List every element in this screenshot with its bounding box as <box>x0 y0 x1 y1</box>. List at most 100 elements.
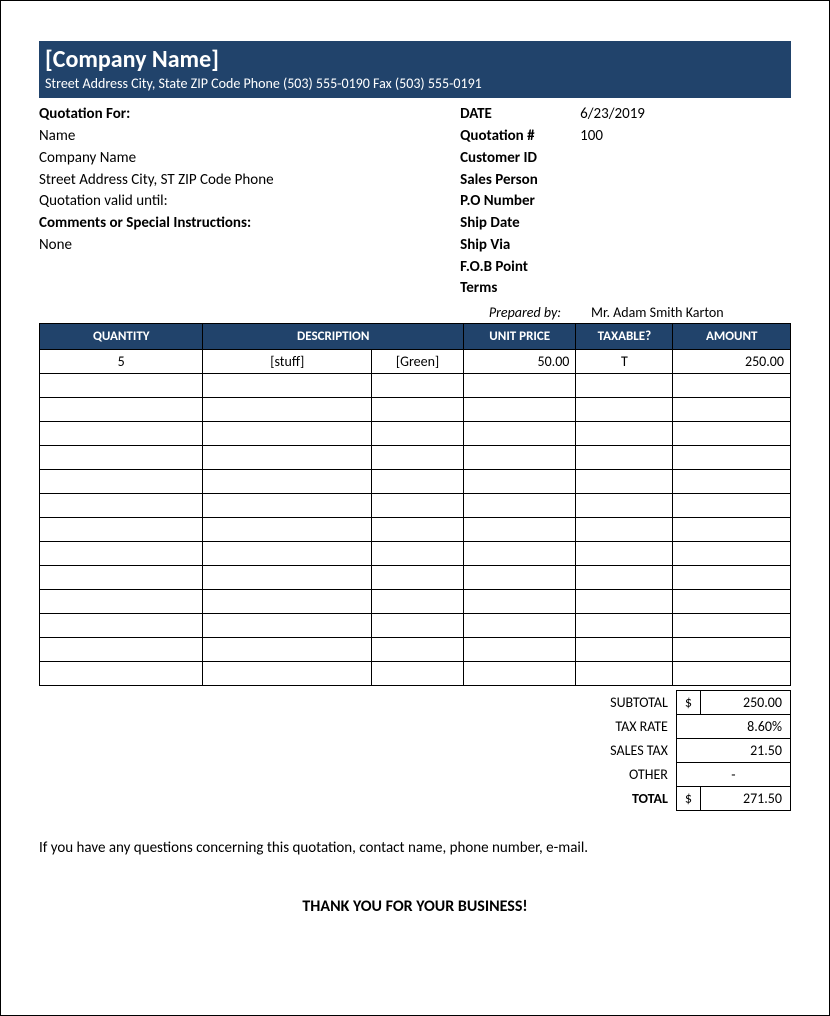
meta-row: P.O Number <box>460 191 791 213</box>
cell-unit-price <box>464 398 576 422</box>
table-row <box>40 446 791 470</box>
cell-amount <box>673 662 791 686</box>
meta-row: Sales Person <box>460 170 791 192</box>
footer-note: If you have any questions concerning thi… <box>39 839 791 857</box>
thank-you: THANK YOU FOR YOUR BUSINESS! <box>39 897 791 916</box>
meta-label: DATE <box>460 104 580 126</box>
header-bar: [Company Name] Street Address City, Stat… <box>39 41 791 98</box>
table-row <box>40 566 791 590</box>
cell-unit-price <box>464 590 576 614</box>
cell-taxable <box>576 398 673 422</box>
salestax-label: SALES TAX <box>546 739 676 763</box>
prepared-by-value: Mr. Adam Smith Karton <box>591 304 791 321</box>
cell-description-1 <box>203 494 372 518</box>
cell-unit-price <box>464 470 576 494</box>
taxrate-label: TAX RATE <box>546 715 676 739</box>
meta-row: F.O.B Point <box>460 257 791 279</box>
cell-unit-price <box>464 422 576 446</box>
meta-value <box>580 191 791 213</box>
valid-until-label: Quotation valid until: <box>39 191 460 213</box>
cell-quantity <box>40 542 203 566</box>
salestax-row: SALES TAX 21.50 <box>546 739 790 763</box>
meta-block: DATE6/23/2019Quotation #100Customer IDSa… <box>460 104 791 300</box>
cell-unit-price <box>464 614 576 638</box>
cell-taxable <box>576 494 673 518</box>
comments-value: None <box>39 235 460 257</box>
cell-unit-price <box>464 494 576 518</box>
cell-amount <box>673 494 791 518</box>
meta-label: Ship Date <box>460 213 580 235</box>
cell-description-1 <box>203 614 372 638</box>
meta-label: Sales Person <box>460 170 580 192</box>
meta-value <box>580 148 791 170</box>
subtotal-label: SUBTOTAL <box>546 691 676 715</box>
cell-description-1 <box>203 638 372 662</box>
cell-description-1 <box>203 446 372 470</box>
meta-value <box>580 235 791 257</box>
cell-description-2 <box>372 638 464 662</box>
meta-row: Quotation #100 <box>460 126 791 148</box>
cell-description-2 <box>372 662 464 686</box>
cell-quantity <box>40 470 203 494</box>
cell-description-1 <box>203 566 372 590</box>
taxrate-value: 8.60% <box>676 715 790 739</box>
table-header-row: QUANTITY DESCRIPTION UNIT PRICE TAXABLE?… <box>40 324 791 350</box>
meta-value <box>580 278 791 300</box>
cell-unit-price <box>464 518 576 542</box>
cell-quantity: 5 <box>40 350 203 374</box>
cell-description-1 <box>203 542 372 566</box>
cell-quantity <box>40 398 203 422</box>
cell-amount: 250.00 <box>673 350 791 374</box>
cell-description-1 <box>203 590 372 614</box>
meta-value: 100 <box>580 126 791 148</box>
total-value: 271.50 <box>701 787 791 811</box>
cell-taxable <box>576 614 673 638</box>
cell-description-1: [stuff] <box>203 350 372 374</box>
col-quantity: QUANTITY <box>40 324 203 350</box>
cell-description-2 <box>372 470 464 494</box>
cell-description-1 <box>203 662 372 686</box>
table-row <box>40 398 791 422</box>
cell-description-2 <box>372 590 464 614</box>
table-row <box>40 662 791 686</box>
cell-quantity <box>40 446 203 470</box>
cell-taxable: T <box>576 350 673 374</box>
col-unit-price: UNIT PRICE <box>464 324 576 350</box>
meta-label: Quotation # <box>460 126 580 148</box>
meta-label: Terms <box>460 278 580 300</box>
other-label: OTHER <box>546 763 676 787</box>
cell-taxable <box>576 446 673 470</box>
totals-block: SUBTOTAL $ 250.00 TAX RATE 8.60% SALES T… <box>39 690 791 811</box>
recipient-address: Street Address City, ST ZIP Code Phone <box>39 170 460 192</box>
table-row <box>40 518 791 542</box>
cell-description-2 <box>372 566 464 590</box>
cell-amount <box>673 470 791 494</box>
cell-taxable <box>576 374 673 398</box>
cell-quantity <box>40 374 203 398</box>
table-row <box>40 542 791 566</box>
cell-quantity <box>40 422 203 446</box>
cell-taxable <box>576 662 673 686</box>
cell-unit-price: 50.00 <box>464 350 576 374</box>
comments-heading: Comments or Special Instructions: <box>39 213 460 235</box>
total-row: TOTAL $ 271.50 <box>546 787 790 811</box>
cell-amount <box>673 374 791 398</box>
cell-unit-price <box>464 542 576 566</box>
table-row <box>40 614 791 638</box>
cell-description-2: [Green] <box>372 350 464 374</box>
cell-taxable <box>576 590 673 614</box>
table-row <box>40 374 791 398</box>
cell-quantity <box>40 662 203 686</box>
cell-description-2 <box>372 614 464 638</box>
cell-taxable <box>576 518 673 542</box>
table-row: 5[stuff][Green]50.00T250.00 <box>40 350 791 374</box>
cell-description-2 <box>372 494 464 518</box>
company-address: Street Address City, State ZIP Code Phon… <box>45 75 785 92</box>
subtotal-currency: $ <box>676 691 700 715</box>
cell-description-1 <box>203 470 372 494</box>
cell-amount <box>673 542 791 566</box>
meta-value <box>580 170 791 192</box>
subtotal-row: SUBTOTAL $ 250.00 <box>546 691 790 715</box>
cell-description-2 <box>372 446 464 470</box>
cell-description-1 <box>203 518 372 542</box>
